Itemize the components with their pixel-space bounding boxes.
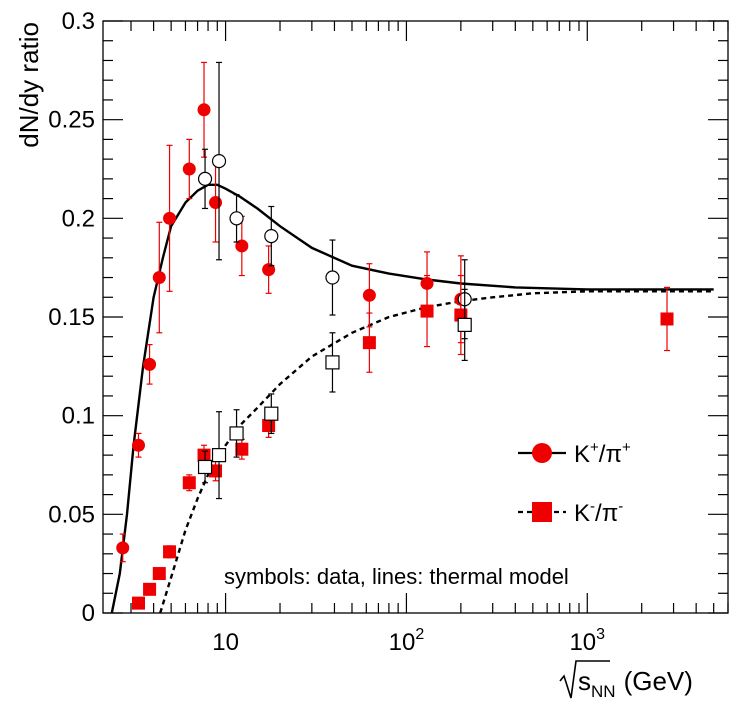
kminus-open-data-point xyxy=(457,317,472,332)
kminus-data-point xyxy=(182,476,196,490)
kminus-data-point xyxy=(152,567,166,581)
kminus-open-data-point xyxy=(264,406,279,421)
kplus-data-point xyxy=(116,541,130,555)
kminus-data-point xyxy=(362,336,376,350)
legend-kplus-marker xyxy=(532,443,552,463)
x-axis-title-unit: (GeV) xyxy=(624,666,693,696)
kminus-thermal-model-line xyxy=(159,290,714,614)
sqrt-sign-icon xyxy=(559,660,610,699)
kplus-open-data-point xyxy=(211,154,227,169)
y-tick-label: 0.3 xyxy=(62,8,95,35)
kplus-data-point xyxy=(197,103,211,117)
kplus-open-data-point xyxy=(264,228,279,244)
data-points xyxy=(116,61,674,610)
x-axis-title-base: s xyxy=(578,666,591,696)
x-axis-title: sNN (GeV) xyxy=(559,660,693,701)
kminus-data-point xyxy=(660,312,674,326)
legend-kminus-marker xyxy=(532,502,552,522)
x-tick-label: 10 xyxy=(212,629,239,656)
kplus-open-data-point xyxy=(325,270,340,285)
x-tick-label: 102 xyxy=(389,626,425,656)
model-lines xyxy=(110,183,714,614)
kplus-thermal-model-line xyxy=(110,183,714,614)
kplus-open-data-point xyxy=(229,211,244,226)
y-tick-label: 0.05 xyxy=(48,501,95,528)
legend-kplus-label: K+/π+ xyxy=(574,439,631,468)
kplus-data-point xyxy=(163,211,177,225)
y-axis-title: dN/dy ratio xyxy=(14,22,44,148)
kminus-data-point xyxy=(163,545,177,559)
kplus-data-point xyxy=(262,263,276,277)
y-tick-label: 0.25 xyxy=(48,107,95,134)
kplus-open-data-point xyxy=(197,171,213,186)
kplus-data-point xyxy=(152,271,166,285)
kplus-data-point xyxy=(209,196,223,210)
kminus-data-point xyxy=(420,304,434,318)
kminus-open-data-point xyxy=(229,426,244,441)
kminus-data-point xyxy=(235,442,249,456)
kminus-data-point xyxy=(143,582,157,596)
legend: K+/π+ K-/π- xyxy=(518,439,631,527)
y-tick-label: 0.15 xyxy=(48,304,95,331)
annotation-text: symbols: data, lines: thermal model xyxy=(224,564,569,589)
x-tick-label: 103 xyxy=(569,626,605,656)
plot-frame xyxy=(102,20,729,614)
y-tick-label: 0.1 xyxy=(62,403,95,430)
y-tick-label: 0.2 xyxy=(62,205,95,232)
kplus-data-point xyxy=(182,162,196,176)
legend-kminus-label: K-/π- xyxy=(574,498,623,527)
kminus-data-point xyxy=(197,448,211,462)
kminus-open-data-point xyxy=(211,448,227,463)
x-axis-title-subscript: NN xyxy=(591,682,616,701)
axis-ticks: 0 0.05 0.1 0.15 0.2 0.25 0.3 10 102 103 xyxy=(48,8,729,656)
y-tick-label: 0 xyxy=(82,600,95,627)
kminus-open-data-point xyxy=(197,459,213,475)
kplus-data-point xyxy=(143,357,157,371)
plot-area-border xyxy=(102,20,729,614)
kplus-data-point xyxy=(235,239,249,253)
kminus-data-point xyxy=(131,596,145,610)
kplus-data-point xyxy=(362,288,376,302)
kminus-open-data-point xyxy=(325,355,340,370)
kminus-data-point xyxy=(262,419,276,433)
svg-text:sNN(GeV): sNN (GeV) xyxy=(578,666,693,701)
kplus-data-point xyxy=(131,438,145,452)
